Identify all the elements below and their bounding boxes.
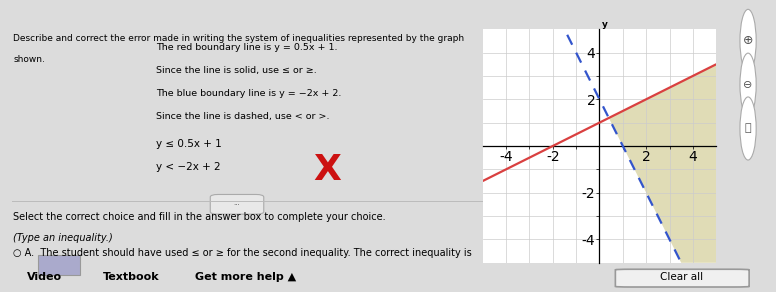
Text: The red boundary line is y = 0.5x + 1.: The red boundary line is y = 0.5x + 1. bbox=[157, 43, 338, 52]
Circle shape bbox=[740, 9, 756, 72]
Text: y: y bbox=[602, 20, 608, 29]
Text: Video: Video bbox=[27, 272, 62, 282]
Text: Describe and correct the error made in writing the system of inequalities repres: Describe and correct the error made in w… bbox=[13, 34, 464, 43]
Text: ⧉: ⧉ bbox=[745, 124, 751, 133]
Circle shape bbox=[740, 53, 756, 116]
Text: shown.: shown. bbox=[13, 55, 45, 64]
Text: (Type an inequality.): (Type an inequality.) bbox=[13, 232, 113, 243]
Circle shape bbox=[740, 97, 756, 160]
Text: Select the correct choice and fill in the answer box to complete your choice.: Select the correct choice and fill in th… bbox=[13, 211, 386, 222]
Text: Since the line is dashed, use < or >.: Since the line is dashed, use < or >. bbox=[157, 112, 330, 121]
Text: ⊖: ⊖ bbox=[743, 80, 753, 90]
Text: ⊕: ⊕ bbox=[743, 34, 753, 47]
FancyBboxPatch shape bbox=[615, 269, 749, 287]
Text: ○ A.  The student should have used ≤ or ≥ for the second inequality. The correct: ○ A. The student should have used ≤ or ≥… bbox=[13, 248, 472, 258]
Polygon shape bbox=[609, 64, 716, 263]
Text: Since the line is solid, use ≤ or ≥.: Since the line is solid, use ≤ or ≥. bbox=[157, 66, 317, 75]
FancyBboxPatch shape bbox=[210, 194, 264, 214]
Text: ...: ... bbox=[234, 200, 241, 206]
Text: Get more help ▲: Get more help ▲ bbox=[195, 272, 296, 282]
Text: X: X bbox=[314, 153, 341, 187]
Text: Clear all: Clear all bbox=[660, 272, 703, 282]
Text: Textbook: Textbook bbox=[103, 272, 160, 282]
Text: y ≤ 0.5x + 1: y ≤ 0.5x + 1 bbox=[157, 139, 222, 149]
Text: The blue boundary line is y = −2x + 2.: The blue boundary line is y = −2x + 2. bbox=[157, 89, 341, 98]
Text: y < −2x + 2: y < −2x + 2 bbox=[157, 162, 221, 172]
FancyBboxPatch shape bbox=[38, 255, 81, 274]
